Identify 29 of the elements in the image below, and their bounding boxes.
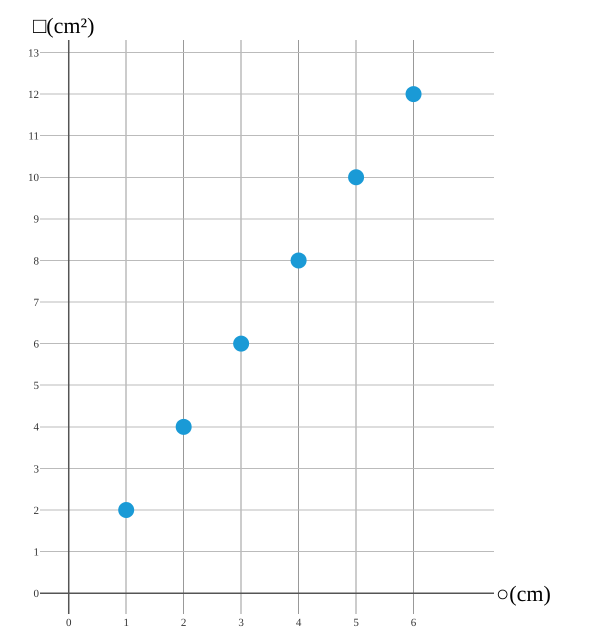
point <box>118 502 134 518</box>
y-tick-label: 0 <box>34 588 40 600</box>
y-tick-label: 2 <box>34 504 39 517</box>
x-tick-label: 2 <box>180 617 186 629</box>
point <box>176 418 192 435</box>
point <box>348 169 364 186</box>
y-tick-label: 7 <box>34 296 40 309</box>
y-tick-label: 8 <box>34 255 40 268</box>
x-tick-label: 0 <box>66 617 72 629</box>
x-tick-label: 1 <box>123 617 129 629</box>
y-tick-label: 5 <box>34 380 40 392</box>
point <box>290 252 307 268</box>
y-tick-label: 13 <box>28 47 40 60</box>
y-tick-label: 9 <box>34 214 40 226</box>
x-tick-label: 4 <box>296 617 302 629</box>
y-tick-label: 6 <box>34 338 40 350</box>
y-axis-title: □(cm²) <box>33 13 94 38</box>
y-tick-label: 12 <box>28 88 39 101</box>
x-tick-label: 3 <box>238 617 244 629</box>
y-tick-label: 10 <box>28 172 40 184</box>
x-tick-label: 5 <box>353 617 360 629</box>
y-tick-label: 3 <box>34 463 40 476</box>
y-tick-label: 4 <box>34 422 40 434</box>
x-axis-title: ○(cm) <box>496 581 551 606</box>
y-tick-label: 1 <box>34 546 39 558</box>
point <box>406 86 422 102</box>
y-tick-label: 11 <box>28 130 39 143</box>
point <box>233 336 250 352</box>
x-tick-label: 6 <box>410 617 417 629</box>
